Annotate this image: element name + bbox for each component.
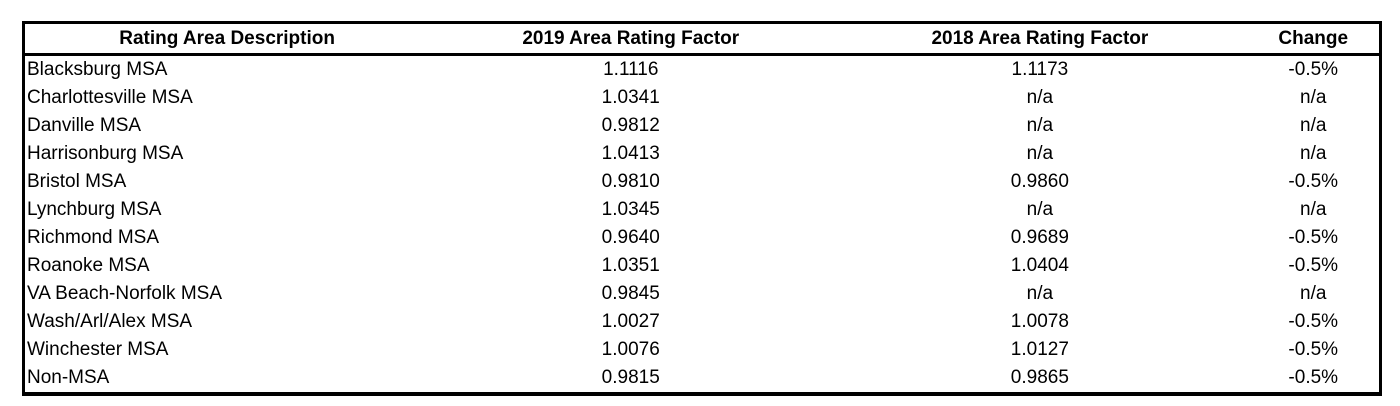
table-row: VA Beach-Norfolk MSA 0.9845 n/a n/a (24, 280, 1381, 308)
table-row: Non-MSA 0.9815 0.9865 -0.5% (24, 364, 1381, 394)
header-2018-area-rating-factor: 2018 Area Rating Factor (832, 22, 1248, 56)
table-body: Blacksburg MSA 1.1116 1.1173 -0.5% Charlotte… (24, 55, 1381, 395)
rating-area-cell: Winchester MSA (27, 339, 169, 360)
change-cell: -0.5% (1288, 59, 1339, 80)
factor-2018-cell: n/a (1026, 87, 1054, 108)
factor-2019-cell: 0.9815 (601, 367, 660, 388)
factor-2018-cell: 1.0127 (1010, 339, 1069, 360)
rating-area-cell: Lynchburg MSA (27, 199, 162, 220)
factor-2019-cell: 0.9845 (601, 283, 660, 304)
change-cell: -0.5% (1288, 227, 1339, 248)
rating-area-cell: Non-MSA (27, 367, 110, 388)
table-row: Bristol MSA 0.9810 0.9860 -0.5% (24, 168, 1381, 196)
rating-area-cell: Wash/Arl/Alex MSA (27, 311, 193, 332)
change-cell: n/a (1300, 199, 1327, 220)
table-row: Danville MSA 0.9812 n/a n/a (24, 112, 1381, 140)
factor-2019-cell: 1.0027 (601, 311, 660, 332)
factor-2018-cell: n/a (1026, 199, 1054, 220)
table-row: Charlottesville MSA 1.0341 n/a n/a (24, 84, 1381, 112)
change-cell: n/a (1300, 115, 1327, 136)
table-row: Harrisonburg MSA 1.0413 n/a n/a (24, 140, 1381, 168)
rating-area-cell: Blacksburg MSA (27, 59, 168, 80)
factor-2019-cell: 1.0076 (601, 339, 660, 360)
table-row: Richmond MSA 0.9640 0.9689 -0.5% (24, 224, 1381, 252)
factor-2019-cell: 0.9640 (601, 227, 660, 248)
rating-area-cell: Roanoke MSA (27, 255, 150, 276)
rating-factor-table: Rating Area Description 2019 Area Rating… (22, 21, 1382, 396)
factor-2019-cell: 0.9810 (601, 171, 660, 192)
rating-area-cell: VA Beach-Norfolk MSA (27, 283, 223, 304)
factor-2018-cell: 1.0404 (1010, 255, 1069, 276)
factor-2019-cell: 1.0345 (601, 199, 660, 220)
factor-2018-cell: 1.1173 (1011, 59, 1069, 80)
change-cell: -0.5% (1288, 255, 1339, 276)
rating-factor-table-container: Rating Area Description 2019 Area Rating… (22, 21, 1382, 396)
change-cell: -0.5% (1288, 171, 1339, 192)
factor-2018-cell: n/a (1026, 115, 1054, 136)
change-cell: -0.5% (1288, 339, 1339, 360)
header-change: Change (1247, 22, 1381, 56)
table-row: Lynchburg MSA 1.0345 n/a n/a (24, 196, 1381, 224)
factor-2018-cell: 0.9865 (1010, 367, 1069, 388)
header-row: Rating Area Description 2019 Area Rating… (23, 22, 1381, 56)
change-cell: n/a (1300, 143, 1327, 164)
header-rating-area-description: Rating Area Description (23, 22, 430, 56)
factor-2018-cell: 1.0078 (1010, 311, 1069, 332)
rating-area-cell: Danville MSA (27, 115, 142, 136)
rating-area-cell: Richmond MSA (27, 227, 159, 248)
rating-area-cell: Charlottesville MSA (27, 87, 193, 108)
change-cell: -0.5% (1288, 311, 1339, 332)
rating-area-cell: Bristol MSA (27, 171, 127, 192)
header-2019-area-rating-factor: 2019 Area Rating Factor (429, 22, 833, 56)
table-row: Wash/Arl/Alex MSA 1.0027 1.0078 -0.5% (24, 308, 1381, 336)
change-cell: n/a (1300, 87, 1327, 108)
factor-2018-cell: n/a (1026, 283, 1054, 304)
factor-2019-cell: 1.0351 (601, 255, 660, 276)
factor-2018-cell: 0.9860 (1010, 171, 1069, 192)
change-cell: -0.5% (1288, 367, 1339, 388)
change-cell: n/a (1300, 283, 1327, 304)
factor-2019-cell: 0.9812 (601, 115, 660, 136)
factor-2019-cell: 1.1116 (603, 59, 659, 80)
factor-2019-cell: 1.0413 (601, 143, 660, 164)
rating-area-cell: Harrisonburg MSA (27, 143, 184, 164)
table-row: Winchester MSA 1.0076 1.0127 -0.5% (24, 336, 1381, 364)
factor-2018-cell: n/a (1026, 143, 1054, 164)
table-header: Rating Area Description 2019 Area Rating… (23, 22, 1381, 56)
table-row: Blacksburg MSA 1.1116 1.1173 -0.5% (24, 55, 1381, 85)
factor-2019-cell: 1.0341 (601, 87, 660, 108)
table-row: Roanoke MSA 1.0351 1.0404 -0.5% (24, 252, 1381, 280)
factor-2018-cell: 0.9689 (1010, 227, 1069, 248)
